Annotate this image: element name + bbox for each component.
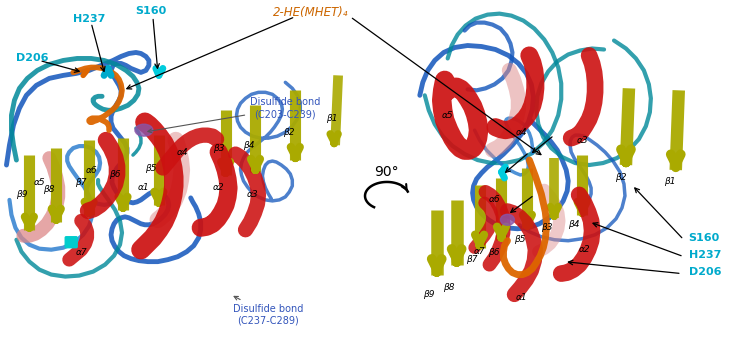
Text: α2: α2 <box>213 184 225 193</box>
Text: β5: β5 <box>145 164 157 172</box>
Text: α3: α3 <box>576 136 588 145</box>
Text: β7: β7 <box>466 255 477 264</box>
Text: H237: H237 <box>689 250 721 260</box>
Text: β2: β2 <box>282 128 294 137</box>
Text: Disulfide bond
(C237-C289): Disulfide bond (C237-C289) <box>234 296 304 325</box>
Text: β9: β9 <box>16 190 27 199</box>
Text: D206: D206 <box>689 267 721 277</box>
Text: β5: β5 <box>514 235 525 244</box>
Text: D206: D206 <box>16 53 49 63</box>
FancyBboxPatch shape <box>65 237 77 248</box>
Text: S160: S160 <box>689 233 720 243</box>
Text: 2-HE(MHET)₄: 2-HE(MHET)₄ <box>273 6 348 19</box>
Text: α4: α4 <box>177 148 188 157</box>
Ellipse shape <box>500 214 514 225</box>
Text: α5: α5 <box>442 111 454 120</box>
Text: 90°: 90° <box>375 165 399 179</box>
Text: α6: α6 <box>85 166 97 175</box>
Text: β7: β7 <box>75 178 87 187</box>
Text: α6: α6 <box>488 195 500 204</box>
Text: α3: α3 <box>247 190 259 199</box>
Text: α2: α2 <box>579 245 590 254</box>
Text: H237: H237 <box>73 13 106 23</box>
Text: α5: α5 <box>33 178 45 187</box>
Text: β3: β3 <box>213 144 225 152</box>
Text: β9: β9 <box>423 290 435 299</box>
Ellipse shape <box>135 124 153 136</box>
Text: α7: α7 <box>474 247 486 256</box>
Text: β8: β8 <box>43 185 54 195</box>
Text: β6: β6 <box>488 248 500 257</box>
Text: β3: β3 <box>540 223 552 232</box>
Text: β8: β8 <box>443 283 454 292</box>
Text: α7: α7 <box>75 248 87 257</box>
Text: β4: β4 <box>568 220 580 229</box>
Text: β1: β1 <box>664 177 675 186</box>
Text: α1: α1 <box>138 184 150 193</box>
Text: β1: β1 <box>327 114 338 123</box>
Text: S160: S160 <box>135 6 166 16</box>
Text: α4: α4 <box>516 128 527 137</box>
Text: Disulfide bond
(C203-C239): Disulfide bond (C203-C239) <box>148 97 321 133</box>
Text: α1: α1 <box>516 293 527 302</box>
Text: β2: β2 <box>616 174 627 183</box>
Text: β6: β6 <box>109 170 120 179</box>
Text: β4: β4 <box>242 141 254 150</box>
